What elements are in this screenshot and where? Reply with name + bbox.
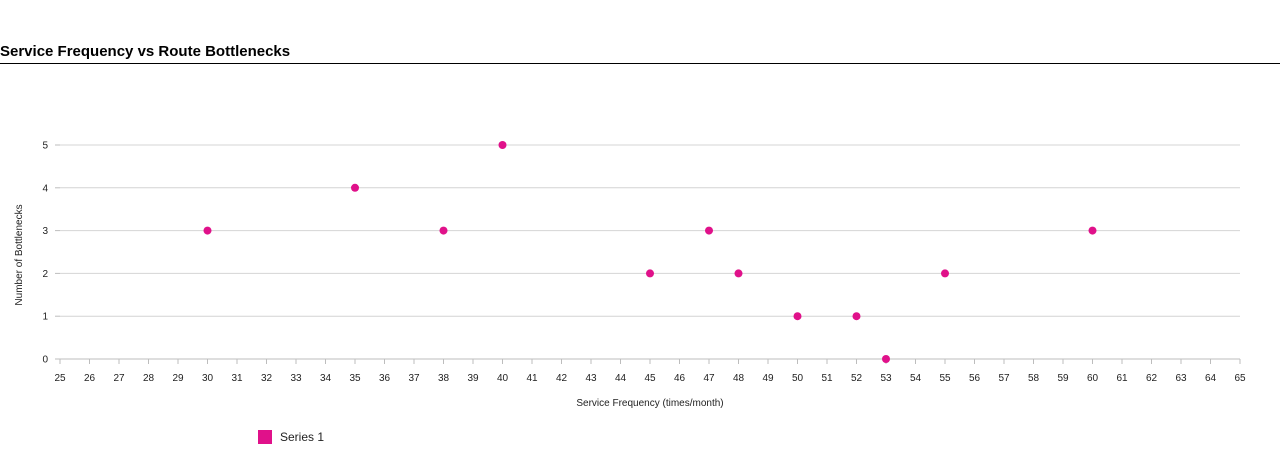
x-tick-label: 36 (379, 373, 391, 384)
y-tick-label: 2 (42, 269, 48, 280)
data-point (793, 312, 802, 321)
x-tick-label: 56 (969, 373, 981, 384)
data-point (351, 183, 359, 192)
x-tick-label: 44 (615, 373, 627, 384)
x-tick-label: 31 (231, 373, 243, 384)
x-tick-label: 37 (408, 373, 420, 384)
y-axis-title: Number of Bottlenecks (14, 204, 25, 305)
data-point (203, 226, 212, 235)
x-tick-label: 45 (644, 373, 656, 384)
x-tick-label: 25 (54, 373, 66, 384)
x-tick-label: 28 (143, 373, 155, 384)
data-point (882, 355, 890, 363)
x-tick-label: 59 (1057, 373, 1069, 384)
data-point (852, 312, 861, 321)
data-point (705, 226, 713, 235)
legend-swatch-series-1[interactable] (258, 430, 272, 444)
x-tick-label: 39 (467, 373, 479, 384)
x-tick-label: 26 (84, 373, 96, 384)
x-tick-label: 64 (1205, 373, 1217, 384)
y-tick-label: 4 (42, 183, 48, 194)
title-divider (0, 63, 1280, 64)
x-tick-label: 57 (998, 373, 1010, 384)
data-point (734, 269, 743, 278)
chart-header: Service Frequency vs Route Bottlenecks (0, 0, 1280, 64)
x-tick-label: 33 (290, 373, 302, 384)
x-tick-label: 55 (939, 373, 951, 384)
x-tick-label: 47 (703, 373, 715, 384)
x-tick-label: 30 (202, 373, 214, 384)
x-tick-label: 32 (261, 373, 273, 384)
x-tick-label: 34 (320, 373, 332, 384)
x-tick-label: 49 (762, 373, 774, 384)
x-tick-label: 65 (1234, 373, 1246, 384)
x-tick-label: 60 (1087, 373, 1099, 384)
x-tick-label: 54 (910, 373, 922, 384)
x-tick-label: 27 (113, 373, 125, 384)
x-tick-label: 35 (349, 373, 361, 384)
data-point (941, 269, 949, 278)
data-point (439, 226, 448, 235)
x-tick-label: 50 (792, 373, 804, 384)
chart-title: Service Frequency vs Route Bottlenecks (0, 43, 291, 60)
x-tick-label: 63 (1175, 373, 1187, 384)
x-tick-label: 51 (821, 373, 833, 384)
x-tick-label: 29 (172, 373, 184, 384)
data-point (1088, 226, 1097, 235)
x-tick-label: 40 (497, 373, 509, 384)
y-tick-label: 1 (42, 312, 48, 323)
data-point (498, 141, 507, 149)
x-tick-label: 41 (526, 373, 538, 384)
data-point (646, 269, 654, 278)
legend-label-series-1[interactable]: Series 1 (280, 430, 325, 444)
x-tick-label: 38 (438, 373, 450, 384)
x-axis-title: Service Frequency (times/month) (576, 398, 723, 409)
x-tick-label: 53 (880, 373, 892, 384)
y-tick-label: 0 (42, 355, 48, 366)
y-tick-label: 3 (42, 226, 48, 237)
x-tick-label: 48 (733, 373, 745, 384)
x-tick-label: 43 (585, 373, 597, 384)
x-tick-label: 58 (1028, 373, 1040, 384)
x-tick-label: 42 (556, 373, 568, 384)
x-tick-label: 62 (1146, 373, 1158, 384)
x-tick-label: 61 (1116, 373, 1128, 384)
x-tick-label: 46 (674, 373, 686, 384)
x-tick-label: 52 (851, 373, 863, 384)
y-tick-label: 5 (42, 141, 48, 152)
legend: Series 1 (258, 430, 324, 444)
